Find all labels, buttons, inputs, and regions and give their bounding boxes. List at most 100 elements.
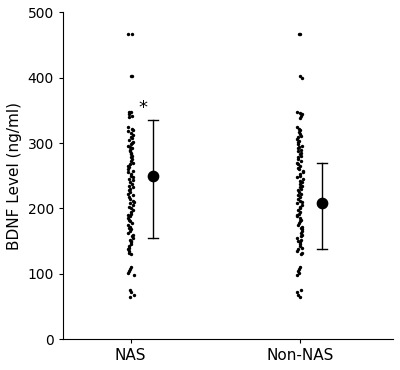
Point [125,163,131,169]
Point [297,205,304,211]
Point [297,243,303,249]
Point [297,127,304,133]
Point [296,209,303,215]
Point [125,166,132,172]
Point [297,115,304,121]
Point [125,191,131,197]
Point [128,173,134,179]
Point [126,164,133,170]
Point [129,220,136,226]
Point [299,199,305,205]
Point [297,241,303,247]
Point [298,191,304,197]
Point [129,192,136,198]
Point [295,246,301,252]
Point [129,31,136,37]
Point [298,251,305,257]
Point [130,207,136,213]
Point [296,266,303,272]
Point [295,145,302,151]
Point [127,289,134,295]
Point [294,213,300,219]
Point [299,182,306,188]
Point [126,204,132,210]
Point [126,111,132,117]
Point [297,230,304,236]
Point [298,232,305,238]
Point [130,272,137,278]
Point [150,173,156,179]
Point [128,241,134,247]
Point [296,215,303,221]
Point [297,198,303,204]
Point [128,74,135,80]
Point [298,133,304,139]
Point [294,148,301,154]
Point [124,128,131,134]
Point [125,124,131,130]
Point [125,212,131,218]
Point [127,144,133,150]
Point [298,158,304,164]
Point [126,268,132,274]
Point [130,232,136,238]
Point [294,248,300,254]
Point [296,110,303,116]
Point [298,226,305,232]
Point [128,211,134,216]
Point [297,171,304,177]
Point [296,189,303,195]
Point [127,266,134,272]
Point [126,110,132,115]
Point [299,169,306,175]
Point [298,237,305,243]
Point [295,157,301,162]
Point [297,219,304,225]
Point [296,151,303,157]
Point [297,181,304,186]
Point [297,178,304,184]
Point [297,294,304,300]
Point [296,270,302,276]
Y-axis label: BDNF Level (ng/ml): BDNF Level (ng/ml) [7,102,22,250]
Point [128,130,134,136]
Point [126,248,133,254]
Point [128,209,134,215]
Point [298,179,305,185]
Point [294,160,300,166]
Point [297,163,303,169]
Point [126,243,132,249]
Point [129,157,136,162]
Point [296,194,303,199]
Point [124,31,131,37]
Point [296,129,302,135]
Point [130,160,136,166]
Point [129,113,136,119]
Point [125,143,132,149]
Point [125,169,131,175]
Point [299,228,305,234]
Point [129,181,135,186]
Point [128,126,135,132]
Point [128,141,134,147]
Point [294,192,301,198]
Point [128,251,134,257]
Point [296,126,302,132]
Point [128,150,134,156]
Point [319,200,325,206]
Point [129,174,136,180]
Point [297,153,304,159]
Point [128,151,134,157]
Point [128,239,134,245]
Point [127,237,133,243]
Point [129,73,135,79]
Point [297,31,303,37]
Point [130,198,136,204]
Point [127,224,133,230]
Point [294,136,300,142]
Point [298,113,304,119]
Point [298,111,305,117]
Point [296,220,302,226]
Point [127,148,134,154]
Point [295,222,301,228]
